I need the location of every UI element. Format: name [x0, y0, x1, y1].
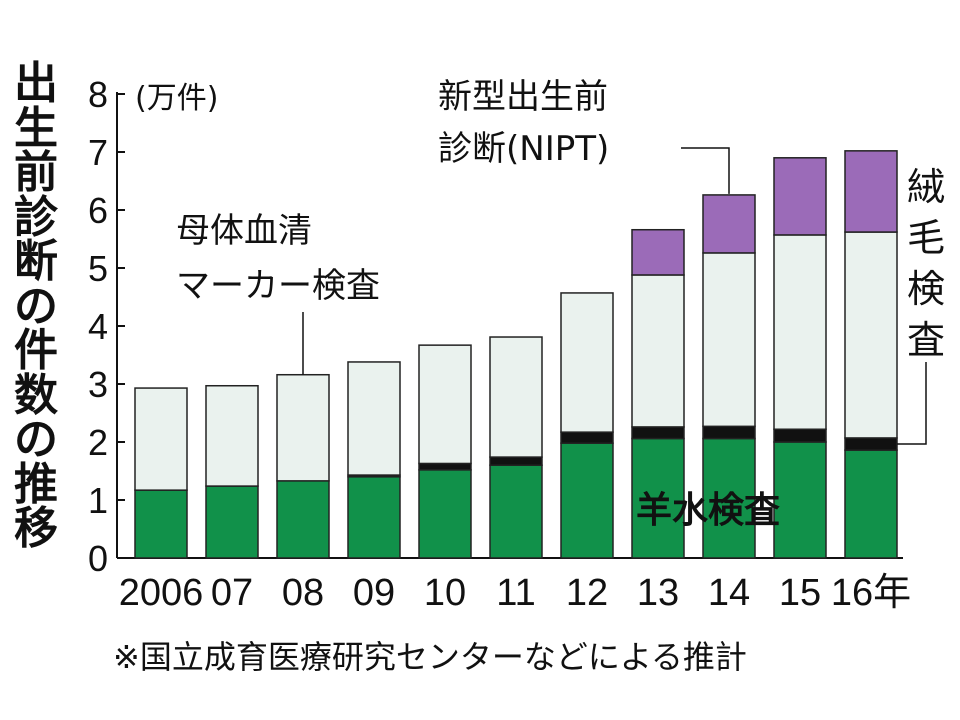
annotation-amniocentesis: 羊水検査 [636, 490, 780, 531]
bar-segment-maternal_serum [844, 231, 898, 439]
source-note: ※国立成育医療研究センターなどによる推計 [113, 638, 747, 676]
y-tick-label: 4 [88, 306, 108, 347]
bar-segment-cvs [560, 431, 614, 444]
x-tick-label: 09 [353, 572, 395, 614]
bar-segment-amniocentesis [560, 442, 614, 559]
chart-title: 出生前診断の件数の推移 [14, 58, 58, 554]
x-tick-label: 11 [496, 572, 535, 614]
annotation-cvs-char: 毛 [907, 216, 945, 260]
x-tick-label: 10 [424, 572, 466, 614]
annotation-cvs-char: 検 [907, 267, 945, 311]
x-tick-label: 08 [282, 572, 324, 614]
bar-segment-maternal_serum [560, 292, 614, 433]
bar-segment-amniocentesis [134, 489, 188, 559]
annotation-nipt-line2: 診断(NIPT) [438, 129, 609, 169]
x-tick-label: 12 [566, 572, 608, 614]
bar-segment-maternal_serum [773, 234, 827, 430]
bar-segment-amniocentesis [276, 480, 330, 559]
annotation-leader-cvs [897, 362, 927, 445]
bar-segment-maternal_serum [347, 361, 401, 476]
x-tick-label: 13 [637, 572, 679, 614]
x-tick-label: 07 [211, 572, 253, 614]
bar-segment-cvs [631, 426, 685, 440]
annotation-maternal-serum-line1: 母体血清 [176, 211, 312, 251]
bar-segment-maternal_serum [631, 274, 685, 428]
annotation-maternal-serum-line2: マーカー検査 [176, 266, 380, 306]
bar-segment-nipt [844, 150, 898, 233]
bar-segment-amniocentesis [702, 437, 756, 559]
bar-segment-maternal_serum [276, 373, 330, 482]
bar-segment-maternal_serum [205, 384, 259, 487]
bar-segment-maternal_serum [489, 336, 543, 458]
y-tick-label: 7 [88, 132, 108, 173]
y-tick-label: 8 [88, 74, 108, 115]
x-tick-label: 14 [708, 572, 750, 614]
x-tick-label: 2006 [119, 572, 204, 614]
bar-segment-cvs [489, 456, 543, 466]
bar-segment-maternal_serum [134, 387, 188, 491]
bar-segment-amniocentesis [418, 469, 472, 559]
bar-segment-amniocentesis [844, 449, 898, 559]
y-tick-label: 2 [88, 422, 108, 463]
annotation-nipt-line1: 新型出生前 [438, 77, 608, 117]
bar-segment-maternal_serum [418, 344, 472, 465]
bar-segment-cvs [844, 437, 898, 451]
annotation-cvs-char: 査 [907, 318, 945, 362]
annotation-cvs-char: 絨 [907, 165, 945, 209]
y-tick-label: 3 [88, 364, 108, 405]
bar-segment-amniocentesis [205, 485, 259, 559]
bar-segment-nipt [702, 194, 756, 254]
y-axis-unit: (万件) [135, 81, 218, 116]
x-tick-label: 15 [779, 572, 821, 614]
bar-segment-nipt [773, 157, 827, 236]
bar-segment-amniocentesis [773, 441, 827, 559]
y-tick-label: 5 [88, 248, 108, 289]
y-tick-label: 6 [88, 190, 108, 231]
bar-segment-amniocentesis [489, 464, 543, 559]
bar-segment-nipt [631, 228, 685, 276]
y-tick-label: 1 [88, 480, 108, 521]
y-tick-label: 0 [88, 538, 108, 579]
x-tick-label: 16年 [831, 572, 911, 614]
annotation-leader-nipt [681, 147, 730, 194]
bar-segment-cvs [418, 462, 472, 471]
bar-segment-cvs [773, 428, 827, 443]
bar-segment-maternal_serum [702, 252, 756, 428]
bar-segment-cvs [702, 425, 756, 440]
bar-segment-amniocentesis [347, 476, 401, 559]
